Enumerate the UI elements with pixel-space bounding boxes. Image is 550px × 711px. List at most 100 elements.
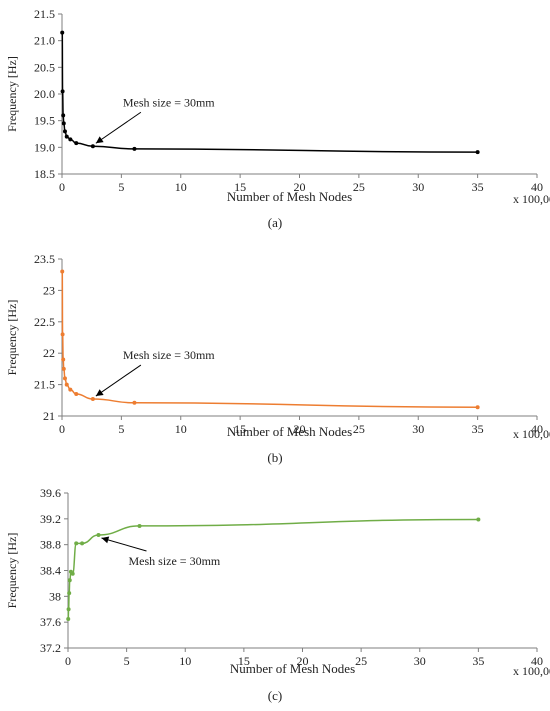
data-point-b-8: [90, 397, 95, 402]
x-tick-label-b-3: 15: [234, 422, 246, 436]
y-tick-label-b-4: 23: [43, 283, 55, 297]
x-tick-label-c-1: 5: [124, 654, 130, 668]
data-point-a-7: [74, 141, 79, 146]
panel-label-c: (c): [267, 688, 283, 703]
x-tick-label-b-8: 40: [531, 422, 543, 436]
data-point-b-9: [132, 400, 137, 405]
data-point-c-9: [137, 523, 142, 528]
x-tick-label-a-2: 10: [175, 180, 187, 194]
data-point-a-3: [61, 121, 66, 126]
x-tick-label-c-2: 10: [179, 654, 191, 668]
y-tick-label-b-0: 21: [43, 409, 55, 423]
y-axis-label-c: Frequency [Hz]: [5, 533, 19, 609]
x-tick-label-c-6: 30: [414, 654, 426, 668]
data-point-c-8: [96, 532, 101, 537]
annotation-arrow-line-b: [95, 364, 142, 397]
y-tick-label-c-2: 38: [49, 589, 61, 603]
y-tick-label-c-0: 37.2: [40, 641, 61, 655]
x-tick-label-a-5: 25: [353, 180, 365, 194]
data-point-c-1: [66, 607, 71, 612]
annotation-arrow-line-c: [101, 537, 147, 552]
x-tick-label-c-7: 35: [472, 654, 484, 668]
x-axis-label-c: Number of Mesh Nodes: [230, 661, 355, 676]
y-axis-label-b: Frequency [Hz]: [5, 300, 19, 376]
data-point-c-3: [67, 578, 72, 583]
data-point-b-5: [64, 382, 69, 387]
x-axis-label-b: Number of Mesh Nodes: [227, 424, 352, 439]
annotation-text-b: Mesh size = 30mm: [123, 348, 215, 362]
y-tick-label-b-3: 22.5: [34, 315, 55, 329]
data-point-c-0: [66, 616, 71, 621]
x-multiplier-label-a: x 100,000: [513, 192, 550, 206]
annotation-text-c: Mesh size = 30mm: [128, 554, 220, 568]
y-tick-label-a-5: 21.0: [34, 34, 55, 48]
y-tick-label-b-5: 23.5: [34, 252, 55, 266]
x-tick-label-b-0: 0: [59, 422, 65, 436]
x-tick-label-b-4: 20: [294, 422, 306, 436]
chart-svg-b: 0 5 10 15 20 25 30 35 40 21 21.5 22 22.5 23 23.5 Number…: [5, 252, 550, 441]
x-tick-label-b-2: 10: [175, 422, 187, 436]
data-point-a-0: [60, 30, 65, 35]
y-tick-label-a-6: 21.5: [34, 7, 55, 21]
x-tick-label-a-7: 35: [472, 180, 484, 194]
x-multiplier-label-b: x 100,000: [513, 427, 550, 441]
annotation-arrowhead-a: [95, 136, 104, 144]
y-tick-label-c-3: 38.4: [40, 564, 61, 578]
annotation-arrowhead-c: [101, 536, 110, 544]
x-tick-label-a-3: 15: [234, 180, 246, 194]
x-tick-label-a-4: 20: [294, 180, 306, 194]
data-point-a-9: [132, 146, 137, 151]
data-point-c-5: [70, 571, 75, 576]
x-tick-label-c-0: 0: [65, 654, 71, 668]
x-tick-label-b-1: 5: [118, 422, 124, 436]
y-tick-label-c-1: 37.6: [40, 615, 61, 629]
y-tick-label-a-4: 20.5: [34, 60, 55, 74]
data-point-c-2: [67, 591, 72, 596]
data-point-a-8: [90, 144, 95, 149]
data-point-b-6: [68, 387, 73, 392]
x-tick-label-c-4: 20: [297, 654, 309, 668]
y-tick-label-c-4: 38.8: [40, 538, 61, 552]
data-point-b-10: [475, 405, 480, 410]
x-axis-label-a: Number of Mesh Nodes: [227, 189, 352, 204]
series-line-a-0: [61, 31, 478, 153]
x-tick-label-a-8: 40: [531, 180, 543, 194]
series-line-b-0: [61, 270, 478, 408]
data-point-a-10: [475, 150, 480, 155]
y-tick-label-a-1: 19.0: [34, 140, 55, 154]
y-tick-label-b-2: 22: [43, 346, 55, 360]
y-tick-label-a-2: 19.5: [34, 114, 55, 128]
data-point-c-7: [80, 541, 85, 546]
x-tick-label-b-6: 30: [412, 422, 424, 436]
x-tick-label-b-7: 35: [472, 422, 484, 436]
x-tick-label-a-0: 0: [59, 180, 65, 194]
data-point-b-1: [60, 332, 65, 337]
x-multiplier-label-c: x 100,000: [513, 664, 550, 678]
data-point-b-4: [62, 376, 67, 381]
panel-label-b: (b): [267, 450, 283, 465]
y-axis-label-a: Frequency [Hz]: [5, 56, 19, 132]
annotation-arrow-line-a: [95, 111, 142, 144]
data-point-a-5: [64, 134, 69, 139]
data-point-b-7: [74, 392, 79, 397]
chart-panel-a: 0 5 10 15 20 25 30 35 40 18.5 19.0 19.5 20.0 20.5 21.0…: [0, 0, 550, 237]
x-tick-label-a-1: 5: [118, 180, 124, 194]
series-line-c-0: [67, 518, 479, 620]
x-tick-label-a-6: 30: [412, 180, 424, 194]
x-tick-label-c-3: 15: [238, 654, 250, 668]
annotation-text-a: Mesh size = 30mm: [123, 95, 215, 109]
data-point-a-6: [68, 137, 73, 142]
y-tick-label-c-6: 39.6: [40, 486, 61, 500]
data-point-b-3: [61, 366, 66, 371]
data-point-a-1: [60, 89, 65, 94]
data-point-b-0: [60, 269, 65, 274]
chart-svg-c: 0 5 10 15 20 25 30 35 40 37.2 37.6 38 38.4 38.8 39.2 39…: [5, 486, 550, 678]
annotation-arrowhead-b: [95, 389, 104, 397]
y-tick-label-c-5: 39.2: [40, 512, 61, 526]
x-tick-label-c-8: 40: [531, 654, 543, 668]
y-tick-label-a-3: 20.0: [34, 87, 55, 101]
y-tick-label-a-0: 18.5: [34, 167, 55, 181]
y-tick-label-b-1: 21.5: [34, 378, 55, 392]
data-point-c-6: [74, 541, 79, 546]
chart-panel-c: 0 5 10 15 20 25 30 35 40 37.2 37.6 38 38.4 38.8 39.2 39…: [0, 474, 550, 711]
